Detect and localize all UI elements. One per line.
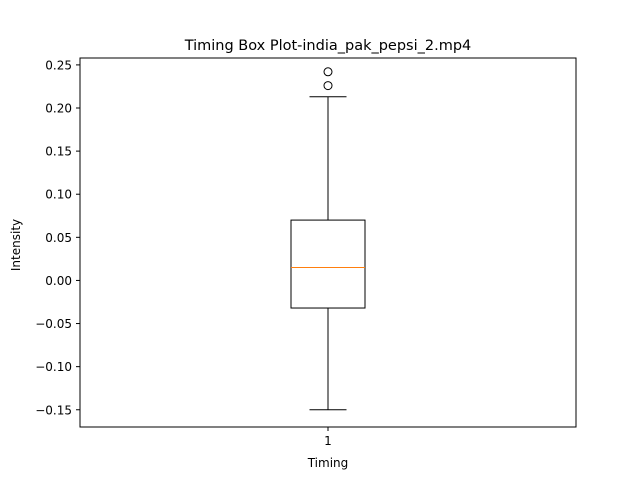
y-tick-label: 0.05 (45, 231, 72, 245)
x-tick-label: 1 (324, 434, 332, 448)
y-tick-label: 0.10 (45, 188, 72, 202)
y-tick-label: −0.15 (35, 403, 72, 417)
interquartile-box (290, 219, 366, 309)
y-tick-label: 0.25 (45, 58, 72, 72)
x-axis-label: Timing (307, 456, 349, 470)
plot-frame (79, 57, 577, 428)
y-tick-label: −0.05 (35, 317, 72, 331)
outlier-point (323, 81, 333, 91)
y-tick-label: 0.20 (45, 102, 72, 116)
y-axis-ticks: −0.15 −0.10 −0.05 0.00 0.05 0.10 0.15 0.20 0.25 (35, 58, 80, 417)
x-axis-ticks: 1 (324, 427, 332, 448)
y-tick-label: −0.10 (35, 360, 72, 374)
chart-title: Timing Box Plot-india_pak_pepsi_2.mp4 (184, 38, 472, 54)
outlier-point (323, 67, 333, 77)
plot-marks (290, 67, 366, 411)
y-tick-label: 0.00 (45, 274, 72, 288)
y-tick-label: 0.15 (45, 145, 72, 159)
y-axis-label: Intensity (9, 219, 23, 271)
